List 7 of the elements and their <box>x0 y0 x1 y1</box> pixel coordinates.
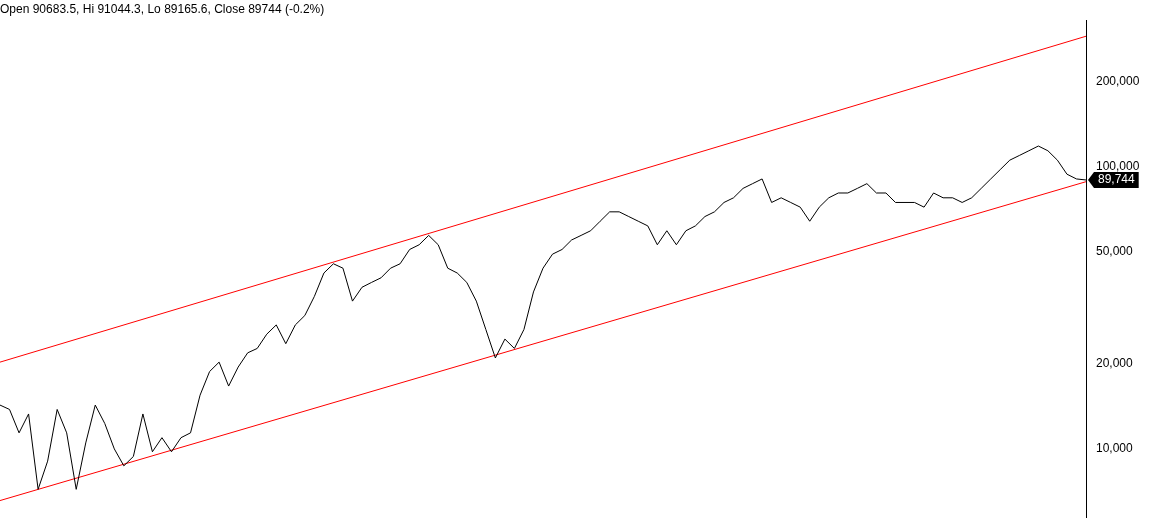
y-tick-label: 100,000 <box>1096 159 1140 174</box>
y-tick-label: 20,000 <box>1096 356 1134 371</box>
chart-title: Open 90683.5, Hi 91044.3, Lo 89165.6, Close 89744 (-0.2%) <box>0 1 325 16</box>
y-tick-label: 200,000 <box>1096 74 1140 89</box>
y-tick-label: 50,000 <box>1096 243 1134 258</box>
text: 89,744 <box>1098 172 1136 187</box>
y-tick-label: 10,000 <box>1096 441 1134 456</box>
